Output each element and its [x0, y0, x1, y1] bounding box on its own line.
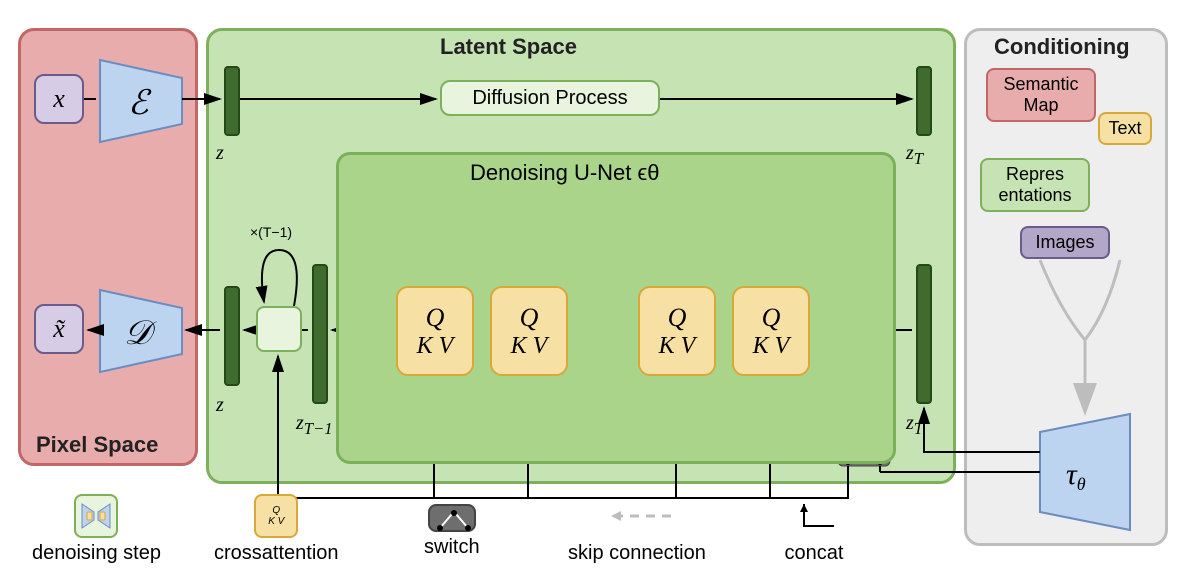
z-rect-zT-top	[916, 66, 932, 136]
output-xtilde: x̃	[34, 304, 84, 354]
legend-switch: switch	[424, 494, 480, 559]
unet-title-text: Denoising U-Net ϵθ	[470, 160, 659, 185]
z-rect-z-bot	[224, 286, 240, 386]
attn-box-2: QK V	[638, 286, 716, 376]
legend-skip-label: skip connection	[568, 542, 706, 565]
z-rect-zT-bot	[916, 264, 932, 404]
xtilde-label: x̃	[53, 314, 65, 344]
attn-box-0: QK V	[396, 286, 474, 376]
diagram-root: Latent Space Pixel Space Conditioning x …	[0, 0, 1184, 586]
pixel-space-title: Pixel Space	[36, 432, 158, 458]
z-label-z-top: z	[216, 142, 224, 165]
legend-concat: concat	[784, 494, 844, 565]
legend-skip: skip connection	[568, 494, 706, 565]
cond-item-2: Repres entations	[980, 158, 1090, 212]
legend-denoising-label: denoising step	[32, 542, 161, 565]
legend-crossattn-label: crossattention	[214, 542, 339, 565]
legend-crossattn: QK V crossattention	[214, 494, 339, 565]
legend-denoising: denoising step	[32, 494, 161, 565]
z-label-zTm1: zT−1	[296, 412, 333, 439]
z-rect-z-top	[224, 66, 240, 136]
z-label-zT-top: zT	[906, 142, 923, 169]
latent-space-title: Latent Space	[440, 34, 577, 60]
cond-item-0: Semantic Map	[986, 68, 1096, 122]
conditioning-title: Conditioning	[994, 34, 1130, 60]
legend-switch-label: switch	[424, 536, 480, 559]
legend: denoising step QK V crossattention switc…	[20, 494, 960, 580]
cond-item-1: Text	[1098, 112, 1152, 145]
mini-unet-box	[256, 306, 302, 352]
cond-item-3: Images	[1020, 226, 1110, 259]
input-x: x	[34, 74, 84, 124]
diffusion-process-box: Diffusion Process	[440, 80, 660, 116]
z-label-z-bot: z	[216, 394, 224, 417]
attn-box-1: QK V	[490, 286, 568, 376]
attn-box-3: QK V	[732, 286, 810, 376]
times-label: ×(T−1)	[250, 224, 292, 240]
x-label: x	[53, 84, 65, 114]
diffusion-process-label: Diffusion Process	[472, 87, 627, 110]
unet-title: Denoising U-Net ϵθ	[470, 160, 659, 186]
legend-concat-label: concat	[785, 542, 844, 565]
z-rect-zTm1	[312, 264, 328, 404]
z-label-zT-bot: zT	[906, 412, 923, 439]
